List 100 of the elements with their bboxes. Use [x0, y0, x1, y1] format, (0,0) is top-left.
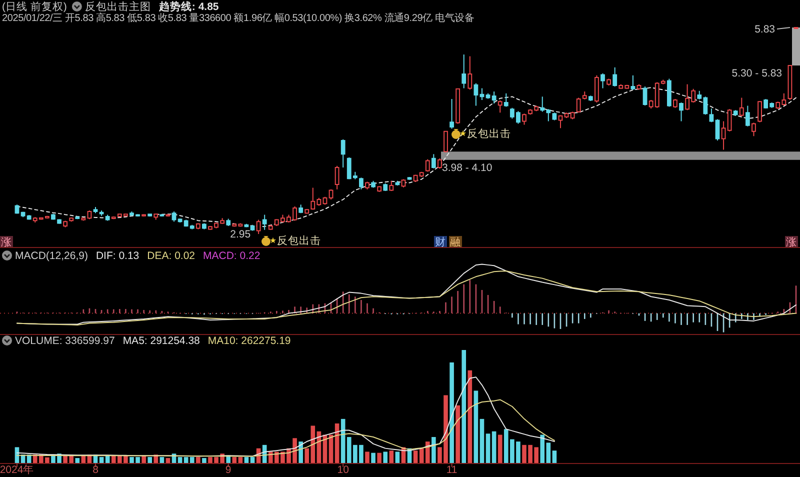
candlestick	[444, 130, 448, 153]
x-tick-label: 9	[225, 464, 232, 476]
text: 涨	[1, 236, 12, 248]
candlestick	[166, 214, 170, 217]
bar	[377, 452, 382, 463]
bar	[474, 390, 478, 463]
candlestick	[99, 210, 104, 216]
candlestick	[666, 78, 672, 108]
text: MACD: 0.22	[203, 250, 260, 262]
candlestick	[160, 214, 164, 217]
bar	[552, 450, 557, 463]
candlestick	[328, 188, 334, 200]
bar	[148, 457, 152, 463]
candlestick	[389, 180, 394, 192]
candlestick	[558, 114, 563, 129]
bar	[546, 442, 551, 463]
bar	[99, 457, 104, 463]
candlestick	[752, 122, 756, 137]
candlestick	[727, 108, 732, 132]
candlestick	[322, 196, 328, 206]
candlestick	[522, 113, 526, 126]
candlestick	[498, 100, 502, 114]
bar	[450, 362, 454, 463]
bar	[75, 458, 80, 463]
candlestick	[57, 218, 62, 224]
candlestick	[256, 219, 261, 234]
candlestick	[226, 218, 231, 226]
candlestick	[172, 210, 176, 222]
bar	[202, 458, 206, 463]
candlestick	[492, 91, 496, 104]
candlestick	[365, 181, 370, 190]
candlestick	[87, 210, 92, 220]
text: MA5: 291254.38	[122, 335, 200, 347]
bar	[298, 442, 303, 463]
x-tick-label: 2024年	[0, 464, 34, 476]
candlestick	[20, 211, 26, 218]
candlestick	[438, 158, 442, 170]
x-tick-label: 11	[446, 464, 458, 476]
bar	[395, 452, 400, 463]
bar	[486, 434, 490, 463]
candlestick	[739, 97, 744, 117]
legend-title: VOLUME: 336599.97	[15, 335, 115, 347]
candlestick	[383, 182, 388, 192]
bar	[238, 457, 243, 463]
bar	[250, 457, 255, 463]
candlestick	[504, 92, 508, 108]
text: DEA: 0.02	[147, 250, 196, 262]
candlestick	[298, 204, 304, 214]
candlestick	[69, 216, 74, 222]
bar	[244, 457, 249, 463]
bar	[178, 457, 182, 463]
candlestick	[630, 74, 636, 90]
bar	[419, 448, 424, 463]
candlestick	[462, 54, 466, 89]
text: 涨	[786, 236, 797, 248]
candlestick	[431, 154, 436, 169]
candlestick	[340, 138, 346, 168]
candlestick	[14, 204, 20, 214]
bar	[389, 450, 394, 463]
candlestick	[401, 178, 406, 188]
candlestick	[81, 216, 86, 222]
candlestick	[154, 213, 158, 220]
candlestick	[371, 180, 376, 188]
candlestick	[721, 120, 726, 150]
bar	[232, 457, 237, 463]
text: 融	[450, 236, 461, 248]
candlestick	[359, 177, 364, 190]
bar	[365, 452, 370, 463]
candlestick	[636, 84, 642, 90]
annotation: 5.83	[754, 24, 776, 36]
candlestick	[450, 98, 454, 130]
candlestick	[552, 112, 557, 121]
candlestick	[334, 165, 340, 190]
candlestick	[196, 222, 200, 230]
bar	[383, 452, 388, 463]
candlestick	[709, 108, 714, 123]
candlestick	[594, 74, 599, 103]
candlestick	[202, 222, 206, 230]
bar	[184, 457, 188, 463]
candlestick	[93, 206, 98, 214]
bar	[413, 450, 418, 463]
candlestick	[758, 100, 762, 123]
candlestick	[244, 223, 249, 228]
candlestick	[474, 82, 478, 106]
candlestick	[425, 158, 430, 172]
chart-title: (日线 前复权)	[2, 0, 67, 13]
text: 趋势线: 4.85	[158, 0, 219, 13]
candlestick	[262, 214, 267, 230]
candlestick	[142, 214, 146, 217]
candlestick	[788, 65, 792, 100]
candlestick	[377, 186, 382, 192]
candlestick	[564, 112, 569, 118]
chart-subtitle: 2025/01/22/三 开5.83 高5.83 低5.83 收5.83 量336600 额1.96亿 幅0.53(10.00%) 换3.62% 流通9.29亿 电气设备	[2, 12, 474, 24]
candlestick	[75, 216, 80, 220]
candlestick	[268, 224, 273, 230]
x-tick-label: 10	[337, 464, 350, 476]
bar	[492, 431, 496, 463]
bar	[480, 418, 484, 463]
candlestick	[51, 213, 56, 220]
text: 反包出击	[277, 234, 321, 247]
